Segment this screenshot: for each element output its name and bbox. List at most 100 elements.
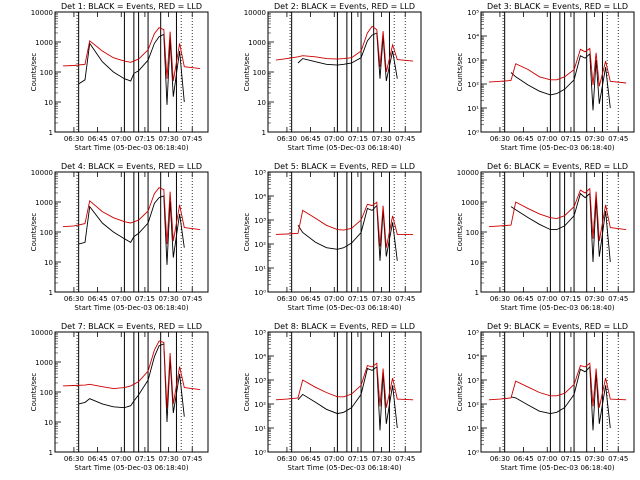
panel-title: Det 3: BLACK = Events, RED = LLD — [487, 2, 628, 11]
x-tick-label: 06:30 — [64, 455, 84, 463]
y-tick-label: 1000 — [248, 39, 266, 47]
x-tick-label: 07:45 — [182, 135, 202, 143]
x-tick-label: 06:45 — [513, 295, 533, 303]
y-tick-label: 10⁴ — [254, 353, 266, 361]
series-events-line — [297, 32, 398, 82]
y-axis-label: Counts/sec — [456, 373, 464, 412]
x-tick-label: 07:15 — [561, 455, 581, 463]
y-tick-label: 10³ — [254, 377, 266, 385]
series-events-line — [510, 365, 611, 431]
x-tick-label: 07:30 — [158, 295, 178, 303]
detector-panel: Det 4: BLACK = Events, RED = LLD 1 10 100 10… — [30, 162, 209, 312]
x-tick-label: 07:30 — [371, 135, 391, 143]
y-tick-label: 100 — [253, 69, 266, 77]
y-tick-label: 10000 — [31, 9, 53, 17]
plot-frame — [480, 331, 635, 453]
y-axis-label: Counts/sec — [30, 373, 38, 412]
plot-frame — [54, 331, 209, 453]
x-tick-label: 07:45 — [608, 455, 628, 463]
x-tick-label: 07:30 — [371, 455, 391, 463]
y-tick-label: 10⁵ — [254, 169, 266, 177]
y-tick-label: 10⁴ — [254, 193, 266, 201]
y-tick-label: 100 — [466, 229, 479, 237]
y-axis-label: Counts/sec — [243, 373, 251, 412]
x-tick-label: 07:30 — [584, 135, 604, 143]
plot-frame — [267, 331, 422, 453]
x-tick-label: 07:30 — [371, 295, 391, 303]
y-tick-label: 10⁵ — [467, 329, 479, 337]
y-tick-label: 10 — [470, 259, 479, 267]
y-axis-label: Counts/sec — [30, 53, 38, 92]
y-tick-label: 10¹ — [254, 425, 266, 433]
x-axis-label: Start Time (05-Dec-03 06:18:40) — [74, 464, 188, 472]
x-tick-label: 06:30 — [490, 295, 510, 303]
x-tick-label: 07:45 — [608, 295, 628, 303]
x-tick-label: 06:45 — [300, 455, 320, 463]
y-tick-label: 10000 — [244, 9, 266, 17]
x-tick-label: 07:30 — [584, 455, 604, 463]
y-tick-label: 1000 — [35, 199, 53, 207]
y-tick-label: 10⁰ — [254, 449, 266, 457]
series-events-line — [510, 52, 611, 111]
y-tick-label: 10⁰ — [467, 449, 479, 457]
y-tick-label: 1000 — [35, 39, 53, 47]
x-tick-label: 07:45 — [395, 135, 415, 143]
x-tick-label: 07:30 — [158, 455, 178, 463]
series-lld-line — [275, 362, 414, 408]
y-tick-label: 10000 — [31, 329, 53, 337]
x-tick-label: 07:00 — [537, 295, 557, 303]
y-tick-label: 10 — [257, 99, 266, 107]
y-tick-label: 10 — [44, 99, 53, 107]
x-axis-label: Start Time (05-Dec-03 06:18:40) — [74, 304, 188, 312]
y-tick-label: 100 — [40, 229, 53, 237]
x-tick-label: 07:15 — [561, 295, 581, 303]
x-axis-label: Start Time (05-Dec-03 06:18:40) — [287, 304, 401, 312]
y-tick-label: 10³ — [254, 217, 266, 225]
series-lld-line — [62, 27, 201, 82]
y-tick-label: 1 — [262, 129, 266, 137]
series-events-line — [297, 366, 398, 431]
x-tick-label: 07:15 — [135, 135, 155, 143]
x-tick-label: 07:15 — [561, 135, 581, 143]
y-tick-label: 10¹ — [254, 265, 266, 273]
x-tick-label: 07:00 — [537, 455, 557, 463]
x-tick-label: 06:45 — [87, 135, 107, 143]
detector-panel: Det 3: BLACK = Events, RED = LLD 10⁰ 10¹ 10… — [456, 2, 635, 152]
plot-frame — [267, 11, 422, 133]
x-tick-label: 07:45 — [395, 455, 415, 463]
x-tick-label: 06:45 — [87, 295, 107, 303]
x-tick-label: 07:15 — [135, 295, 155, 303]
x-tick-label: 07:00 — [324, 135, 344, 143]
detector-panel: Det 8: BLACK = Events, RED = LLD 10⁰ 10¹ 10… — [243, 322, 422, 472]
y-tick-label: 1 — [49, 129, 53, 137]
x-tick-label: 06:45 — [300, 135, 320, 143]
x-tick-label: 07:15 — [348, 455, 368, 463]
y-tick-label: 10000 — [457, 169, 479, 177]
x-tick-label: 06:30 — [64, 295, 84, 303]
x-tick-label: 07:00 — [111, 295, 131, 303]
x-tick-label: 06:45 — [513, 135, 533, 143]
plot-frame — [54, 171, 209, 293]
y-tick-label: 10⁴ — [467, 33, 479, 41]
y-tick-label: 1 — [49, 449, 53, 457]
x-tick-label: 06:45 — [87, 455, 107, 463]
y-tick-label: 10⁰ — [467, 129, 479, 137]
series-lld-line — [275, 201, 414, 248]
detector-panel: Det 6: BLACK = Events, RED = LLD 1 10 100 10… — [456, 162, 635, 312]
panel-title: Det 2: BLACK = Events, RED = LLD — [274, 2, 415, 11]
x-tick-label: 07:15 — [348, 135, 368, 143]
y-tick-label: 10 — [44, 419, 53, 427]
series-lld-line — [62, 340, 201, 408]
x-tick-label: 07:45 — [182, 455, 202, 463]
series-lld-line — [62, 187, 201, 244]
y-axis-label: Counts/sec — [243, 53, 251, 92]
x-tick-label: 07:00 — [324, 455, 344, 463]
y-tick-label: 100 — [40, 389, 53, 397]
x-axis-label: Start Time (05-Dec-03 06:18:40) — [500, 464, 614, 472]
y-tick-label: 10¹ — [467, 425, 479, 433]
detector-panel: Det 5: BLACK = Events, RED = LLD 10⁰ 10¹ 10… — [243, 162, 422, 312]
x-tick-label: 06:30 — [64, 135, 84, 143]
x-axis-label: Start Time (05-Dec-03 06:18:40) — [500, 304, 614, 312]
panel-title: Det 5: BLACK = Events, RED = LLD — [274, 162, 415, 171]
